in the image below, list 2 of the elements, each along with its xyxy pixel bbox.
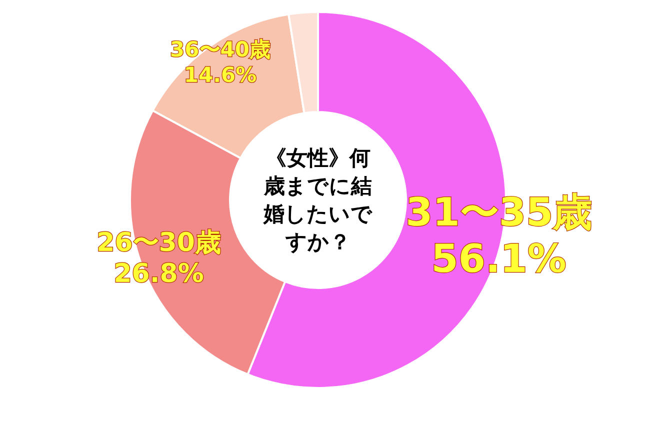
data-label: 14.6% [184,62,257,87]
text: 《女性》何歳までに結婚したいですか？ [262,145,374,256]
